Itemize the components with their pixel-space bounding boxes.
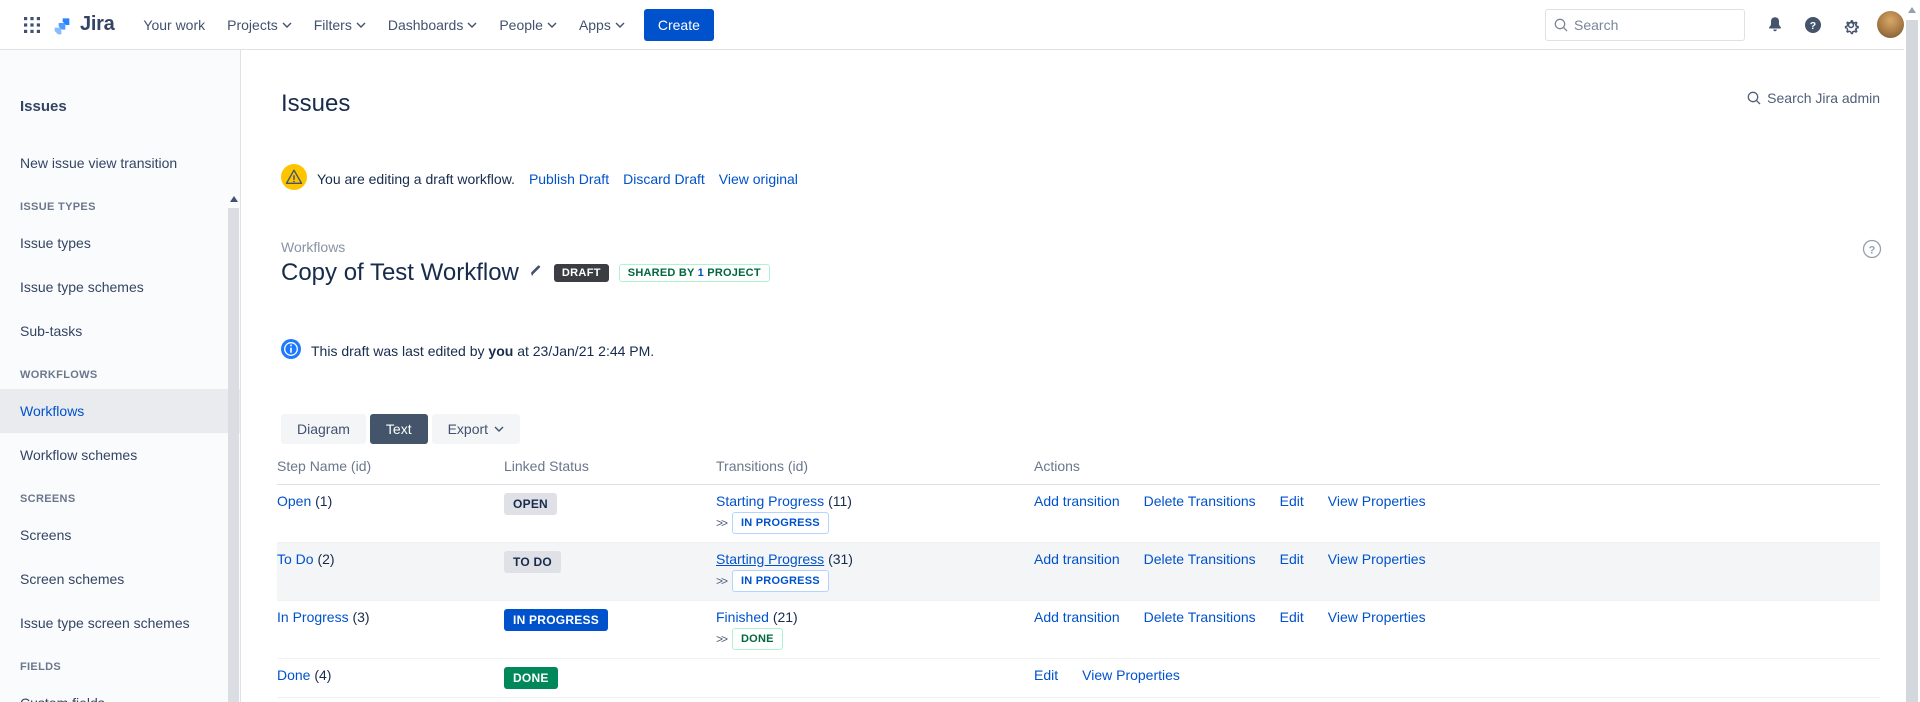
svg-text:?: ? (1869, 245, 1876, 257)
svg-text:?: ? (1810, 19, 1816, 31)
